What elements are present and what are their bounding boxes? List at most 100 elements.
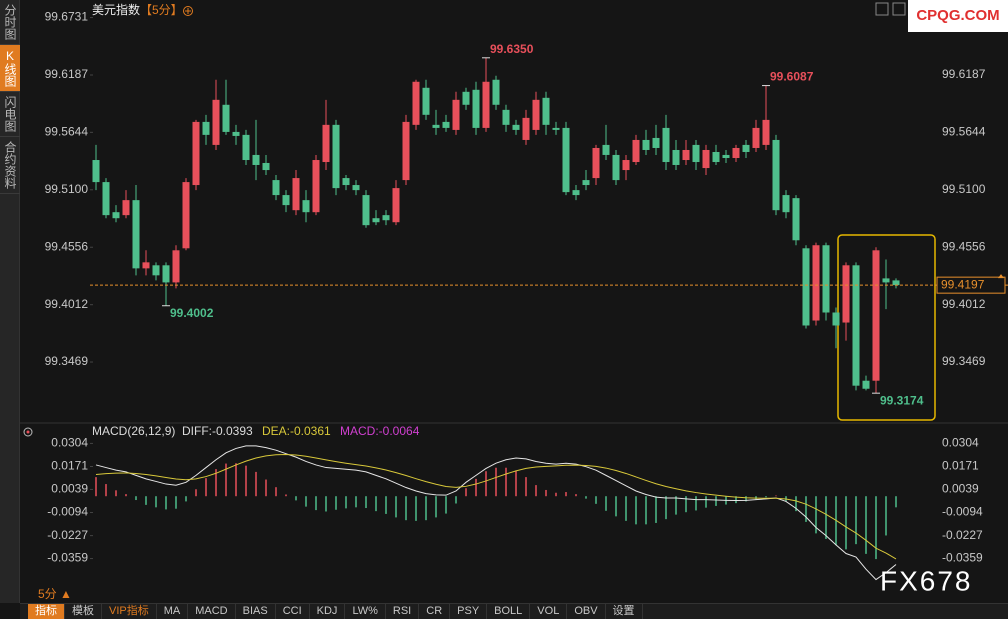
candle-body: [312, 160, 320, 213]
y-tick-label-right: 99.5100: [942, 182, 986, 196]
candle-body: [742, 144, 750, 152]
candle-body: [892, 280, 900, 286]
candle-body: [872, 250, 880, 381]
y-tick-label-right: -0.0227: [942, 528, 983, 542]
y-tick-label-right: 0.0304: [942, 436, 979, 450]
toolbar-tab[interactable]: MA: [157, 604, 189, 619]
macd-line: [95, 454, 897, 560]
sidebar-tab[interactable]: 分时图: [0, 0, 20, 45]
y-tick-label: -0.0094: [47, 505, 88, 519]
watermark-brand: FX678: [880, 565, 973, 596]
toolbar-tab[interactable]: 模板: [65, 604, 102, 619]
candle-body: [342, 178, 350, 186]
y-tick-label-right: 99.4556: [942, 239, 986, 253]
y-tick-label: 0.0039: [51, 482, 88, 496]
candle-body: [282, 195, 290, 206]
candle-body: [332, 124, 340, 189]
candle-body: [652, 137, 660, 148]
period-selector[interactable]: 5分 ▲: [38, 587, 72, 601]
toolbar-tab[interactable]: 指标: [28, 604, 65, 619]
legend-entry: MACD:-0.0064: [340, 424, 420, 438]
candle-body: [842, 265, 850, 323]
candle-body: [792, 198, 800, 241]
candle-body: [172, 250, 180, 283]
candle-body: [572, 190, 580, 196]
candle-body: [412, 81, 420, 125]
candle-body: [762, 119, 770, 145]
candle-body: [672, 149, 680, 165]
candle-body: [102, 182, 110, 216]
toolbar-tab[interactable]: VOL: [530, 604, 568, 619]
period-icon: [183, 6, 193, 16]
candle-body: [362, 195, 370, 226]
toolbar-tab[interactable]: PSY: [450, 604, 488, 619]
candle-body: [252, 154, 260, 165]
candle-body: [612, 154, 620, 181]
candle-body: [402, 121, 410, 181]
toolbar-tab[interactable]: VIP指标: [102, 604, 157, 619]
y-tick-label: 0.0171: [51, 459, 88, 473]
toolbar-tab[interactable]: CR: [419, 604, 451, 619]
y-tick-label: 99.6187: [45, 67, 89, 81]
window-icons[interactable]: [875, 2, 906, 16]
candle-body: [772, 139, 780, 211]
last-price-label: 99.4197: [941, 277, 985, 291]
candle-body: [722, 154, 730, 159]
candle-body: [192, 121, 200, 186]
candle-body: [242, 134, 250, 161]
candle-body: [132, 200, 140, 269]
y-tick-label-right: 0.0039: [942, 482, 979, 496]
candle-body: [802, 248, 810, 326]
candle-body: [692, 144, 700, 163]
toolbar-tab[interactable]: KDJ: [310, 604, 346, 619]
y-tick-label-right: -0.0359: [942, 551, 983, 565]
candle-body: [222, 104, 230, 132]
candle-body: [302, 200, 310, 213]
toolbar-tab[interactable]: MACD: [188, 604, 236, 619]
y-tick-label: 99.4012: [45, 297, 89, 311]
sidebar-tab[interactable]: 合约资料: [0, 137, 20, 194]
toolbar-tab[interactable]: 设置: [606, 604, 643, 619]
legend-entry: DEA:-0.0361: [262, 424, 331, 438]
watermark-box: [908, 0, 1008, 32]
candle-body: [202, 121, 210, 135]
toolbar-tab[interactable]: CCI: [276, 604, 310, 619]
sidebar-tab[interactable]: K线图: [0, 45, 20, 92]
candle-body: [452, 99, 460, 130]
candle-body: [592, 147, 600, 179]
toolbar-tab[interactable]: BIAS: [236, 604, 276, 619]
candle-body: [832, 312, 840, 326]
toolbar-tab[interactable]: BOLL: [487, 604, 531, 619]
macd-line: [95, 445, 897, 581]
watermark-site: CPQG.COM: [916, 7, 999, 24]
extreme-label: 99.6350: [490, 42, 534, 56]
candle-body: [122, 200, 130, 216]
candle-body: [322, 124, 330, 163]
candle-body: [852, 265, 860, 386]
candle-body: [212, 99, 220, 145]
extreme-label: 99.4002: [170, 306, 214, 320]
candle-body: [562, 127, 570, 193]
chart-title: 美元指数: [92, 2, 140, 17]
candle-body: [822, 245, 830, 313]
y-tick-label-right: 99.6187: [942, 67, 986, 81]
y-tick-label-right: 99.5644: [942, 125, 986, 139]
toolbar-tab[interactable]: LW%: [345, 604, 386, 619]
candle-body: [352, 185, 360, 191]
candle-body: [472, 89, 480, 128]
candle-body: [422, 87, 430, 115]
candle-body: [882, 278, 890, 283]
macd-settings-icon[interactable]: [23, 427, 33, 437]
highlight-box: [837, 234, 936, 421]
toolbar-tab[interactable]: OBV: [567, 604, 606, 619]
candle-body: [442, 121, 450, 128]
legend-entry: DIFF:-0.0393: [182, 424, 253, 438]
sidebar-tab[interactable]: 闪电图: [0, 92, 20, 137]
candle-body: [92, 160, 100, 183]
extreme-label: 99.3174: [880, 393, 924, 407]
sidebar: 分时图 K线图 闪电图 合约资料: [0, 0, 20, 603]
toolbar-tab[interactable]: RSI: [386, 604, 420, 619]
candle-body: [392, 188, 400, 223]
candle-body: [712, 151, 720, 163]
